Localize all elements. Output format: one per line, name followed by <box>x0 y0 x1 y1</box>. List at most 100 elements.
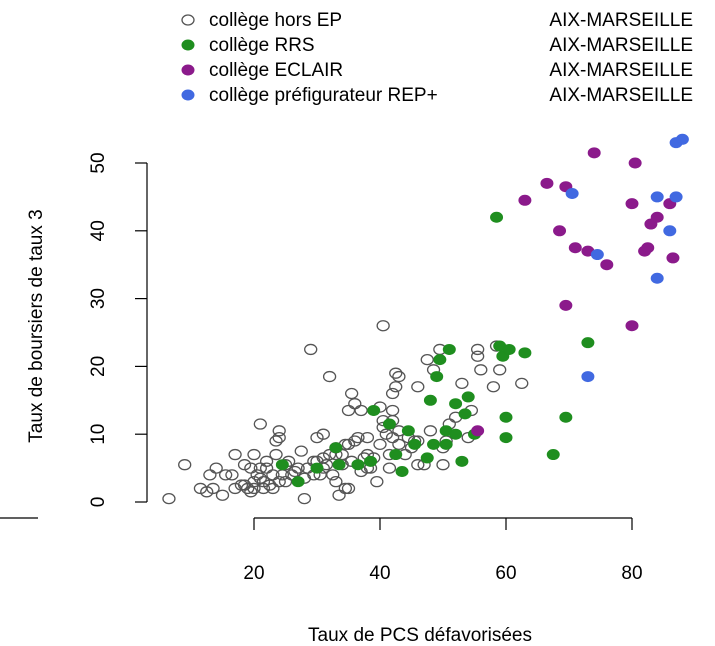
data-point-college-rrs <box>434 355 446 365</box>
data-point-college-hors-ep <box>352 433 364 443</box>
data-point-college-eclair <box>560 300 572 310</box>
data-point-college-hors-ep <box>361 433 373 443</box>
data-point-college-eclair <box>554 226 566 236</box>
data-point-college-hors-ep <box>487 382 499 392</box>
legend-label: collège préfigurateur REP+ <box>209 85 438 106</box>
data-point-college-rrs <box>431 372 443 382</box>
data-point-college-prefigurateur-rep <box>651 192 663 202</box>
data-point-college-rrs <box>582 338 594 348</box>
data-point-college-hors-ep <box>327 470 339 480</box>
data-point-college-rrs <box>383 419 395 429</box>
data-point-college-hors-ep <box>343 483 355 493</box>
data-point-college-rrs <box>500 433 512 443</box>
data-point-college-rrs <box>292 477 304 487</box>
data-point-college-rrs <box>424 395 436 405</box>
y-tick-label: 20 <box>88 356 109 377</box>
data-point-college-hors-ep <box>254 419 266 429</box>
data-point-college-eclair <box>667 253 679 263</box>
data-point-college-prefigurateur-rep <box>670 192 682 202</box>
legend-region: AIX-MARSEILLE <box>549 35 693 56</box>
data-point-college-rrs <box>352 460 364 470</box>
data-point-college-hors-ep <box>298 494 310 504</box>
data-point-college-hors-ep <box>217 490 229 500</box>
data-point-college-hors-ep <box>377 321 389 331</box>
data-point-college-hors-ep <box>339 483 351 493</box>
y-tick-label: 0 <box>88 497 109 508</box>
legend-region: AIX-MARSEILLE <box>549 85 693 106</box>
data-point-college-hors-ep <box>248 450 260 460</box>
data-point-college-hors-ep <box>270 436 282 446</box>
data-point-college-rrs <box>402 426 414 436</box>
x-tick-label: 60 <box>495 563 516 584</box>
legend-marker <box>182 40 194 50</box>
data-point-college-eclair <box>626 199 638 209</box>
data-point-college-rrs <box>276 460 288 470</box>
data-point-college-rrs <box>519 348 531 358</box>
data-point-college-rrs <box>396 466 408 476</box>
data-point-college-eclair <box>519 195 531 205</box>
data-point-college-hors-ep <box>267 470 279 480</box>
x-axis-title: Taux de PCS défavorisées <box>308 625 532 646</box>
data-point-college-hors-ep <box>387 389 399 399</box>
data-point-college-hors-ep <box>421 355 433 365</box>
data-point-college-hors-ep <box>371 477 383 487</box>
legend-label: collège RRS <box>209 35 315 56</box>
data-point-college-hors-ep <box>437 460 449 470</box>
data-point-college-hors-ep <box>179 460 191 470</box>
data-point-college-hors-ep <box>390 368 402 378</box>
data-point-college-hors-ep <box>204 470 216 480</box>
data-point-college-rrs <box>421 453 433 463</box>
data-points <box>163 134 688 503</box>
data-point-college-hors-ep <box>494 365 506 375</box>
data-point-college-prefigurateur-rep <box>582 372 594 382</box>
data-point-college-hors-ep <box>475 365 487 375</box>
data-point-college-hors-ep <box>387 405 399 415</box>
y-tick-label: 40 <box>88 220 109 241</box>
y-axis-title: Taux de boursiers de taux 3 <box>26 209 47 442</box>
data-point-college-rrs <box>450 429 462 439</box>
data-point-college-rrs <box>450 399 462 409</box>
data-point-college-rrs <box>459 409 471 419</box>
legend-label: collège ECLAIR <box>209 60 343 81</box>
data-point-college-rrs <box>368 405 380 415</box>
data-point-college-eclair <box>588 148 600 158</box>
data-point-college-rrs <box>443 344 455 354</box>
data-point-college-rrs <box>330 443 342 453</box>
ticks: 20 40 60 80 0 10 20 30 40 50 <box>88 152 643 584</box>
data-point-college-rrs <box>462 392 474 402</box>
data-point-college-hors-ep <box>276 470 288 480</box>
data-point-college-hors-ep <box>267 483 279 493</box>
data-point-college-rrs <box>491 212 503 222</box>
data-point-college-hors-ep <box>273 426 285 436</box>
data-point-college-hors-ep <box>393 372 405 382</box>
data-point-college-rrs <box>428 439 440 449</box>
data-point-college-rrs <box>440 439 452 449</box>
data-point-college-hors-ep <box>295 446 307 456</box>
data-point-college-hors-ep <box>412 382 424 392</box>
data-point-college-hors-ep <box>424 426 436 436</box>
data-point-college-rrs <box>365 456 377 466</box>
data-point-college-rrs <box>560 412 572 422</box>
y-tick-label: 50 <box>88 152 109 173</box>
data-point-college-rrs <box>409 439 421 449</box>
data-point-college-hors-ep <box>343 405 355 415</box>
data-point-college-hors-ep <box>270 450 282 460</box>
data-point-college-hors-ep <box>305 344 317 354</box>
data-point-college-hors-ep <box>374 439 386 449</box>
legend-region: AIX-MARSEILLE <box>549 10 693 31</box>
data-point-college-rrs <box>333 460 345 470</box>
data-point-college-eclair <box>626 321 638 331</box>
data-point-college-eclair <box>629 158 641 168</box>
data-point-college-rrs <box>390 450 402 460</box>
data-point-college-hors-ep <box>383 463 395 473</box>
data-point-college-eclair <box>601 260 613 270</box>
legend-marker <box>182 65 194 75</box>
legend-region: AIX-MARSEILLE <box>549 60 693 81</box>
data-point-college-prefigurateur-rep <box>591 250 603 260</box>
x-tick-label: 20 <box>243 563 264 584</box>
data-point-college-eclair <box>569 243 581 253</box>
data-point-college-hors-ep <box>456 378 468 388</box>
data-point-college-eclair <box>472 426 484 436</box>
data-point-college-hors-ep <box>516 378 528 388</box>
data-point-college-hors-ep <box>229 450 241 460</box>
